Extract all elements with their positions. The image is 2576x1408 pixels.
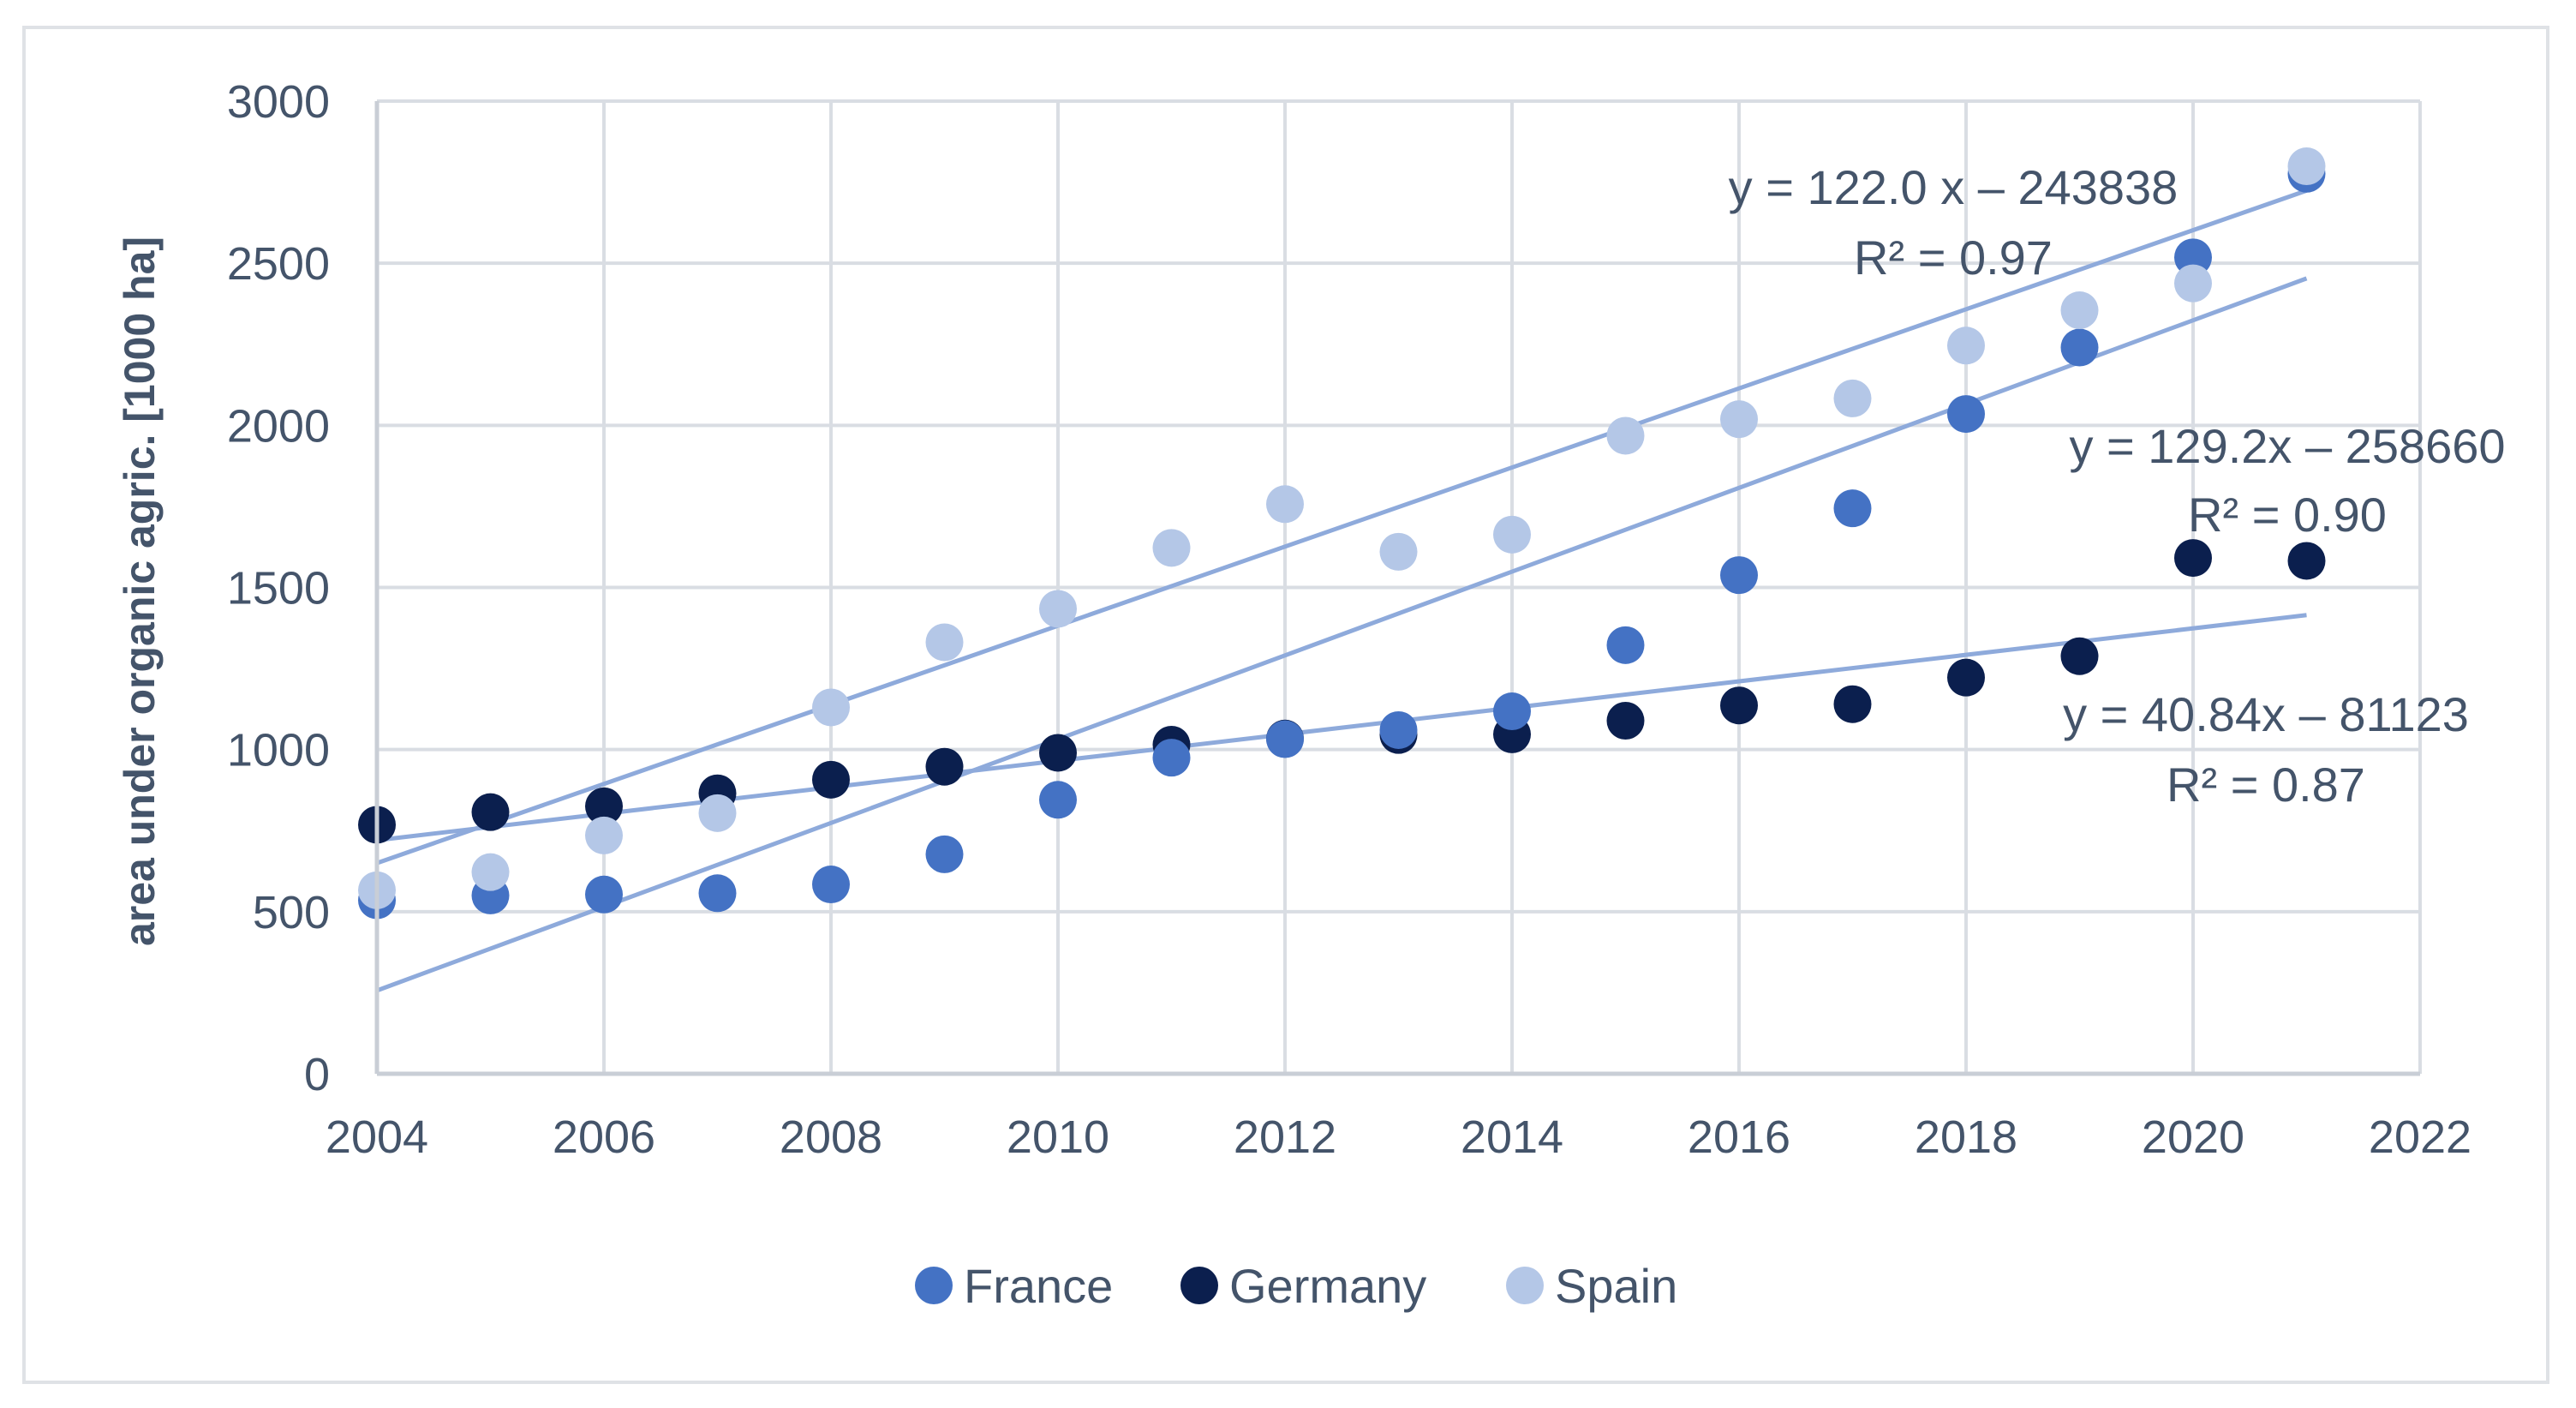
trendline-r2-spain: R² = 0.97 [1854, 231, 2053, 285]
y-tick-label: 500 [253, 887, 330, 938]
point-france [1266, 720, 1304, 758]
trendline-r2-france: R² = 0.90 [2188, 488, 2387, 542]
point-france [585, 875, 623, 914]
y-tick-label: 3000 [227, 76, 330, 128]
point-germany [2174, 539, 2212, 578]
x-tick-label: 2020 [2142, 1111, 2244, 1163]
y-tick-label: 0 [304, 1049, 330, 1100]
point-germany [1833, 685, 1872, 723]
point-france [1152, 739, 1191, 777]
y-tick-label: 2500 [227, 238, 330, 290]
legend-label-france: France [964, 1259, 1113, 1313]
point-germany [585, 787, 623, 825]
point-france [1606, 626, 1645, 664]
x-tick-label: 2006 [553, 1111, 655, 1163]
trendline-equation-france: y = 129.2x – 258660 [2069, 419, 2505, 473]
point-france [1039, 781, 1077, 819]
trendline-germany [376, 613, 2307, 842]
point-germany [1606, 701, 1645, 740]
point-spain [812, 688, 850, 727]
point-germany [1720, 686, 1758, 725]
point-spain [585, 816, 623, 854]
y-tick-label: 2000 [227, 400, 330, 452]
point-france [2060, 328, 2099, 367]
x-tick-label: 2022 [2369, 1111, 2471, 1163]
point-spain [1493, 515, 1531, 554]
point-spain [1833, 379, 1872, 417]
point-spain [1720, 400, 1758, 439]
point-spain [2287, 147, 2326, 186]
legend-marker-germany [1180, 1267, 1218, 1304]
point-spain [925, 623, 964, 662]
grid-layer [375, 99, 2422, 1075]
y-axis-label: area under organic agric. [1000 ha] [116, 237, 164, 946]
point-spain [1039, 590, 1077, 628]
point-france [1947, 395, 1985, 434]
legend-marker-france [915, 1267, 953, 1304]
point-spain [2174, 264, 2212, 303]
point-france [1379, 710, 1418, 749]
x-tick-label: 2018 [1915, 1111, 2017, 1163]
trendline-spain [376, 189, 2308, 866]
point-france [1720, 556, 1758, 595]
trendline-france [376, 276, 2308, 993]
legend-label-spain: Spain [1555, 1259, 1677, 1313]
x-tick-label: 2004 [326, 1111, 428, 1163]
x-tick-label: 2014 [1461, 1111, 1563, 1163]
trendline-equation-spain: y = 122.0 x – 243838 [1729, 160, 2179, 214]
point-spain [1606, 416, 1645, 455]
x-tick-label: 2016 [1688, 1111, 1790, 1163]
point-spain [2060, 291, 2099, 330]
point-france [2174, 238, 2212, 277]
data-points-layer [358, 147, 2326, 920]
axis-layer: 0 500 1000 1500 2000 2500 3000 2004 2006 2008 2010… [227, 76, 2471, 1163]
trendline-r2-germany: R² = 0.87 [2167, 758, 2365, 812]
trendline-equation-germany: y = 40.84x – 81123 [2063, 687, 2469, 741]
point-france [1493, 692, 1531, 731]
point-germany [1947, 658, 1985, 697]
point-germany [2060, 637, 2099, 675]
y-tick-label: 1000 [227, 725, 330, 776]
point-germany [925, 747, 964, 786]
legend-marker-spain [1506, 1267, 1544, 1304]
point-france [1833, 489, 1872, 528]
point-germany [1039, 734, 1077, 772]
x-tick-label: 2010 [1007, 1111, 1109, 1163]
x-tick-label: 2012 [1234, 1111, 1336, 1163]
point-spain [1947, 327, 1985, 365]
point-spain [471, 853, 510, 891]
point-spain [1152, 529, 1191, 567]
point-germany [812, 760, 850, 799]
point-spain [1266, 485, 1304, 524]
x-tick-label: 2008 [780, 1111, 882, 1163]
point-france [812, 866, 850, 904]
y-tick-label: 1500 [227, 563, 330, 614]
point-germany [471, 793, 510, 831]
point-spain [698, 794, 737, 832]
point-germany [2287, 542, 2326, 580]
point-france [698, 874, 737, 913]
trendline-layer [376, 189, 2308, 993]
point-spain [1379, 532, 1418, 571]
trendline-equations: y = 122.0 x – 243838 R² = 0.97 y = 129.2… [1729, 160, 2506, 812]
legend: France Germany Spain [915, 1259, 1677, 1313]
point-france [925, 835, 964, 873]
legend-label-germany: Germany [1229, 1259, 1426, 1313]
